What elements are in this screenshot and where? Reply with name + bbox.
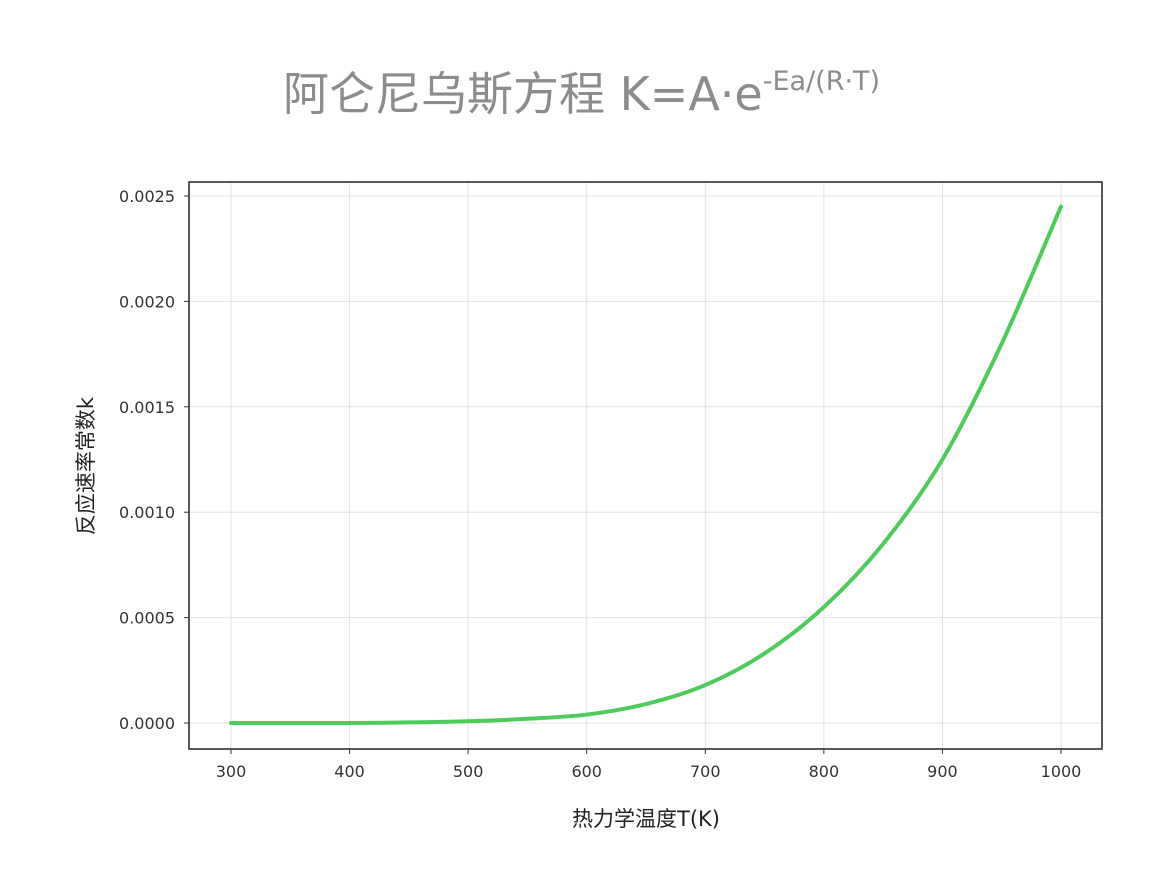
y-tick-label: 0.0015 [119,398,175,417]
chart-title-main: 阿仑尼乌斯方程 K=A·e [283,67,763,121]
x-tick-label: 300 [216,762,247,781]
x-tick-label: 700 [690,762,721,781]
x-tick-label: 1000 [1041,762,1082,781]
x-tick-label: 600 [571,762,602,781]
x-axis-ticks: 300 400 500 600 700 800 900 1000 [216,749,1082,781]
chart-title-superscript: -Ea/(R·T) [762,66,881,97]
x-tick-label: 400 [334,762,365,781]
x-tick-label: 900 [927,762,958,781]
y-axis-label: 反应速率常数k [74,396,98,535]
y-tick-label: 0.0020 [119,292,175,311]
y-gridlines [189,195,1102,724]
y-tick-label: 0.0005 [119,609,175,628]
chart-title: 阿仑尼乌斯方程 K=A·e-Ea/(R·T) [283,58,880,124]
x-gridlines [230,182,1062,749]
y-tick-label: 0.0000 [119,714,175,733]
y-axis-ticks: 0.0000 0.0005 0.0010 0.0015 0.0020 0.0025 [119,187,189,733]
y-tick-label: 0.0025 [119,187,175,206]
y-tick-label: 0.0010 [119,503,175,522]
plot-area-border [188,181,1103,750]
x-axis-label: 热力学温度T(K) [572,807,720,831]
series-line [229,204,1063,726]
x-tick-label: 500 [453,762,484,781]
x-tick-label: 800 [809,762,840,781]
